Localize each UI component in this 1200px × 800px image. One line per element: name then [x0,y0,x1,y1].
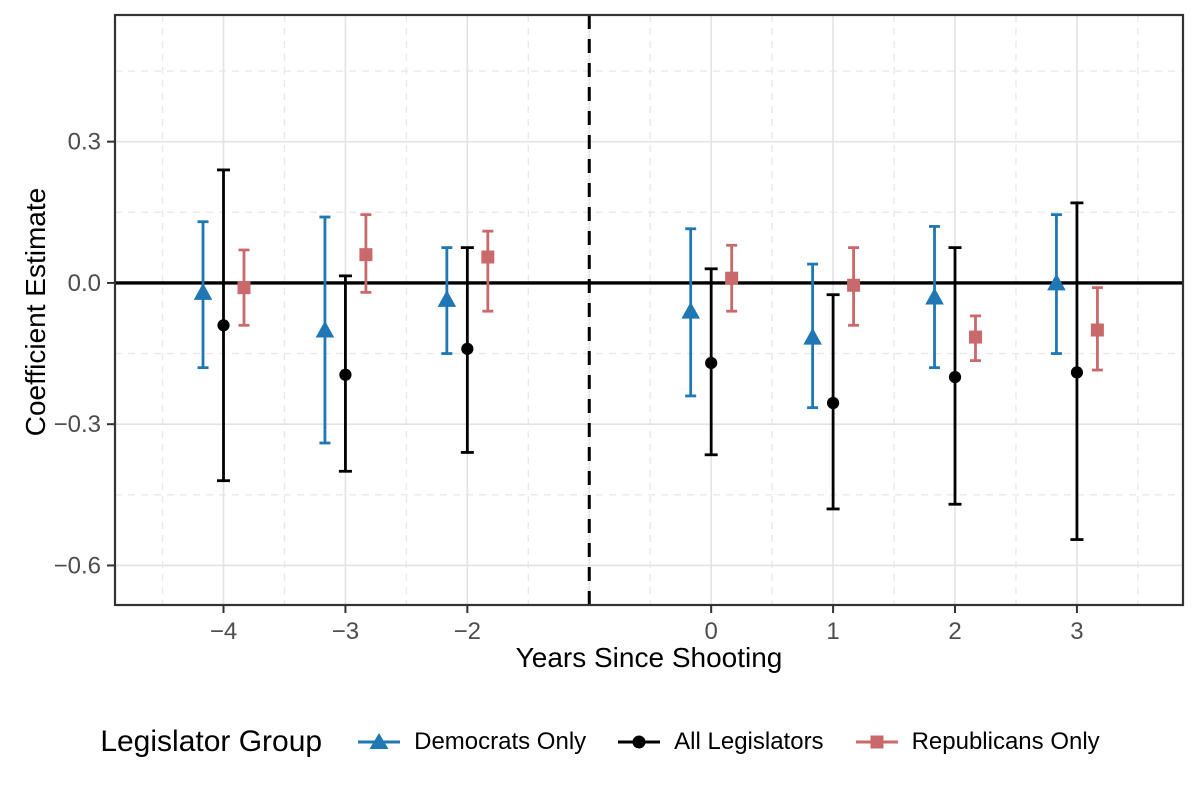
point-marker-square [237,281,251,295]
point-marker-triangle [681,301,700,319]
all-legislators-errorbar-icon [618,735,661,749]
legend-item-republicans: Republicans Only [854,728,1100,756]
y-tick-label: −0.3 [54,411,101,438]
point-marker-square [847,278,861,292]
point-marker-circle [461,342,474,355]
y-tick-label: −0.6 [54,552,101,579]
point-marker-triangle [193,283,213,300]
point-marker-circle [948,370,962,384]
legend-glyph-part [632,735,646,749]
panel-border [113,13,1185,607]
x-axis-title: Years Since Shooting [515,642,783,673]
legend-glyph-part [369,733,389,749]
x-tick-label: 2 [948,618,961,645]
legend-item-label: Democrats Only [414,728,587,755]
point-marker-triangle [803,327,822,345]
legend-item-label: Republicans Only [911,728,1100,755]
x-tick-label: 0 [704,618,717,645]
point-marker-circle [339,368,352,381]
x-tick-label: −4 [210,618,237,645]
x-tick-label: −3 [332,618,359,645]
point-marker-square [359,248,373,262]
point-marker-square [968,330,982,344]
point-marker-triangle [925,287,944,305]
legend-glyph-part [870,735,884,749]
point-marker-triangle [315,320,335,338]
point-marker-triangle [437,290,457,307]
point-marker-circle [1070,366,1084,379]
republicans-errorbar-icon [855,735,898,749]
x-tick-label: 3 [1070,618,1083,645]
x-tick-label: −2 [454,618,481,645]
democrats-errorbar-icon [358,733,401,749]
legend-item-democrats: Democrats Only [356,728,586,756]
point-marker-triangle [1047,273,1066,291]
point-marker-square [1090,323,1104,337]
legend-title: Legislator Group [100,725,323,758]
plot-panel: −4 −3 −2 0 1 2 3 0.3 0.0 −0.3 −0.6 [54,13,1185,645]
point-marker-circle [705,356,718,370]
point-marker-circle [217,319,230,332]
point-marker-square [725,271,739,285]
legend-item-label: All Legislators [674,728,824,755]
point-marker-square [481,250,495,264]
x-tick-label: 1 [826,618,839,645]
legend: Legislator Group Democrats Only All Legi… [0,716,1200,768]
legend-item-all-legislators: All Legislators [616,728,824,756]
y-tick-label: 0.0 [68,270,101,297]
point-marker-circle [826,396,840,410]
y-tick-label: 0.3 [68,129,101,156]
